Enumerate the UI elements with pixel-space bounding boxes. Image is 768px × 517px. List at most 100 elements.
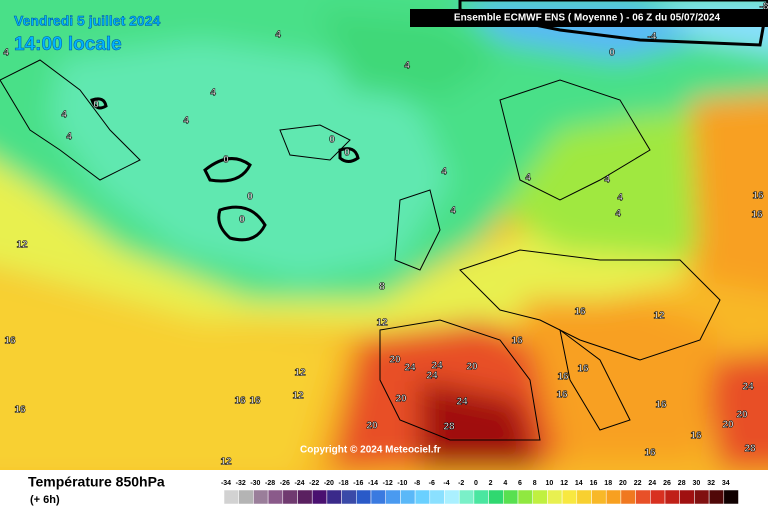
legend-swatch	[311, 489, 328, 505]
legend-label: 16	[590, 480, 598, 487]
legend-swatch	[297, 489, 313, 505]
legend-swatch	[253, 489, 269, 505]
legend-swatch	[708, 489, 725, 505]
legend-label: 12	[560, 480, 568, 487]
contour-label: 16	[655, 400, 667, 411]
legend-label: -14	[368, 480, 378, 487]
contour-label: 4	[3, 48, 9, 59]
contour-label: -8	[760, 2, 768, 13]
contour-label: 20	[366, 421, 378, 432]
footer-subtitle: (+ 6h)	[30, 494, 60, 506]
legend-label: -22	[309, 480, 319, 487]
contour-label: 4	[615, 209, 621, 220]
legend-swatch	[326, 489, 342, 505]
contour-label: 12	[292, 391, 304, 402]
legend-swatch	[444, 489, 460, 505]
contour-label: 20	[736, 410, 748, 421]
contour-label: 24	[426, 371, 438, 382]
contour-label: 16	[751, 210, 763, 221]
legend-swatch	[635, 489, 651, 505]
contour-label: 12	[220, 457, 232, 468]
contour-label: 16	[577, 364, 589, 375]
contour-label: 16	[690, 431, 702, 442]
legend-label: 18	[604, 480, 612, 487]
contour-label: 0	[609, 48, 615, 59]
legend-label: 28	[678, 480, 686, 487]
legend-swatch	[547, 489, 563, 505]
legend-label: -12	[383, 480, 393, 487]
legend-label: 20	[619, 480, 627, 487]
legend-swatch	[723, 489, 739, 505]
contour-label: 24	[404, 363, 416, 374]
contour-label: 16	[4, 336, 16, 347]
legend-swatch	[356, 489, 372, 505]
contour-label: -4	[648, 32, 657, 43]
legend-swatch	[370, 489, 386, 505]
legend-label: -8	[414, 480, 420, 487]
copyright: Copyright © 2024 Meteociel.fr	[300, 445, 441, 456]
contour-label: 20	[722, 420, 734, 431]
legend-label: -2	[458, 480, 464, 487]
contour-label: 4	[404, 61, 410, 72]
contour-label: 4	[61, 110, 67, 121]
legend-label: 34	[722, 480, 730, 487]
contour-label: 12	[16, 240, 28, 251]
contour-label: 16	[752, 191, 764, 202]
legend-label: 22	[634, 480, 642, 487]
contour-label: 16	[574, 307, 586, 318]
legend-swatch	[414, 489, 431, 505]
model-info: Ensemble ECMWF ENS ( Moyenne ) - 06 Z du…	[454, 13, 721, 24]
contour-label: 0	[344, 148, 350, 159]
contour-label: 4	[604, 175, 610, 186]
contour-label: 20	[466, 362, 478, 373]
legend-label: -34	[221, 480, 231, 487]
legend-label: -16	[353, 480, 363, 487]
contour-label: 24	[742, 382, 754, 393]
contour-label: 8	[379, 282, 385, 293]
legend-swatch	[503, 489, 519, 505]
legend-swatch	[488, 489, 504, 505]
legend-label: -10	[397, 480, 407, 487]
legend-label: 24	[648, 480, 656, 487]
contour-label: 20	[395, 394, 407, 405]
legend-label: 30	[693, 480, 701, 487]
legend-label: -6	[429, 480, 435, 487]
contour-label: 4	[617, 193, 623, 204]
legend-swatch	[561, 489, 578, 505]
legend-label: -26	[280, 480, 290, 487]
legend-swatch	[620, 489, 636, 505]
legend-label: 2	[489, 480, 493, 487]
legend-label: -30	[250, 480, 260, 487]
date: Vendredi 5 juillet 2024	[14, 13, 161, 29]
legend-swatch	[385, 489, 401, 505]
contour-label: 16	[234, 396, 246, 407]
contour-label: 12	[294, 368, 306, 379]
legend-label: -18	[339, 480, 349, 487]
contour-label: 16	[249, 396, 261, 407]
contour-label: 4	[210, 88, 216, 99]
legend-label: 4	[503, 480, 507, 487]
contour-label: 0	[247, 192, 253, 203]
zero-contour-islands	[90, 0, 768, 242]
contour-label: 0	[93, 100, 99, 111]
contour-label: 16	[14, 405, 26, 416]
legend-swatch	[591, 489, 607, 505]
contour-label: 16	[557, 372, 569, 383]
legend-label: -24	[294, 480, 304, 487]
legend-swatch	[458, 489, 475, 505]
footer-title: Température 850hPa	[28, 474, 165, 490]
contour-label: 4	[66, 132, 72, 143]
local-time: 14:00 locale	[14, 34, 122, 55]
contour-label: 4	[183, 116, 189, 127]
legend-label: -28	[265, 480, 275, 487]
contour-label: 4	[275, 30, 281, 41]
contour-label: 16	[644, 448, 656, 459]
legend-swatch	[223, 489, 239, 505]
contour-label: 28	[443, 422, 455, 433]
contour-label: 12	[653, 311, 665, 322]
legend-label: -32	[236, 480, 246, 487]
color-legend: -34 -32 -30 -28 -26 -24 -22 -20 -18 -16 -14 -12 -10-…	[221, 480, 739, 505]
